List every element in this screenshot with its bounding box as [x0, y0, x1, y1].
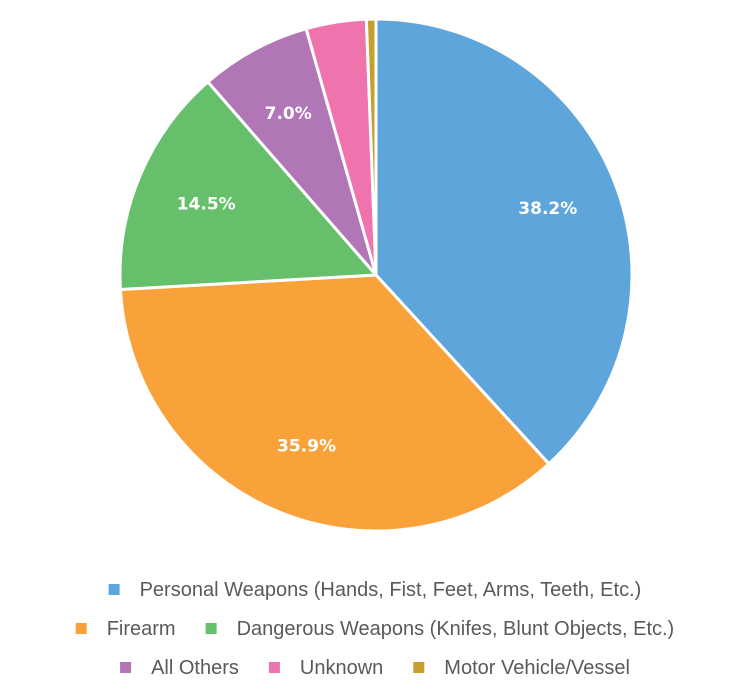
legend-swatch — [205, 623, 217, 634]
slice-label-firearm: 35.9% — [277, 437, 336, 457]
legend-item-firearm[interactable]: Firearm — [75, 618, 176, 640]
slice-label-dangerous-weapons-knifes-blunt-objects-etc: 14.5% — [177, 194, 236, 214]
legend-label: Personal Weapons (Hands, Fist, Feet, Arm… — [140, 579, 642, 601]
pie-slice-dangerous-weapons-knifes-blunt-objects-etc[interactable] — [118, 80, 378, 291]
legend-item-personal-weapons-hands-fist-feet-arms-teeth-etc[interactable]: Personal Weapons (Hands, Fist, Feet, Arm… — [108, 579, 642, 601]
legend-item-unknown[interactable]: Unknown — [268, 657, 383, 679]
legend-swatch — [108, 584, 120, 595]
legend-label: Motor Vehicle/Vessel — [444, 657, 630, 679]
legend-label: All Others — [151, 657, 239, 679]
legend-label: Firearm — [107, 618, 176, 640]
pie-slice-motor-vehicle-vessel[interactable] — [364, 17, 378, 277]
legend: Personal Weapons (Hands, Fist, Feet, Arm… — [75, 579, 675, 679]
legend-item-dangerous-weapons-knifes-blunt-objects-etc[interactable]: Dangerous Weapons (Knifes, Blunt Objects… — [205, 618, 675, 640]
legend-swatch — [268, 662, 280, 673]
pie-slice-personal-weapons-hands-fist-feet-arms-teeth-etc[interactable] — [374, 17, 634, 466]
legend-swatch — [120, 662, 132, 673]
legend-item-motor-vehicle-vessel[interactable]: Motor Vehicle/Vessel — [413, 657, 630, 679]
legend-label: Unknown — [300, 657, 383, 679]
legend-swatch — [413, 662, 425, 673]
slice-label-all-others: 7.0% — [265, 104, 312, 124]
pie-slice-labels: 38.2% 35.9% 14.5% 7.0% — [177, 104, 578, 457]
legend-swatch — [75, 623, 87, 634]
legend-item-all-others[interactable]: All Others — [120, 657, 239, 679]
pie-slice-firearm[interactable] — [118, 273, 551, 533]
pie-slices — [118, 17, 634, 533]
pie-slice-all-others[interactable] — [206, 27, 378, 277]
legend-label: Dangerous Weapons (Knifes, Blunt Objects… — [237, 618, 675, 640]
slice-label-personal-weapons-hands-fist-feet-arms-teeth-etc: 38.2% — [518, 199, 577, 219]
